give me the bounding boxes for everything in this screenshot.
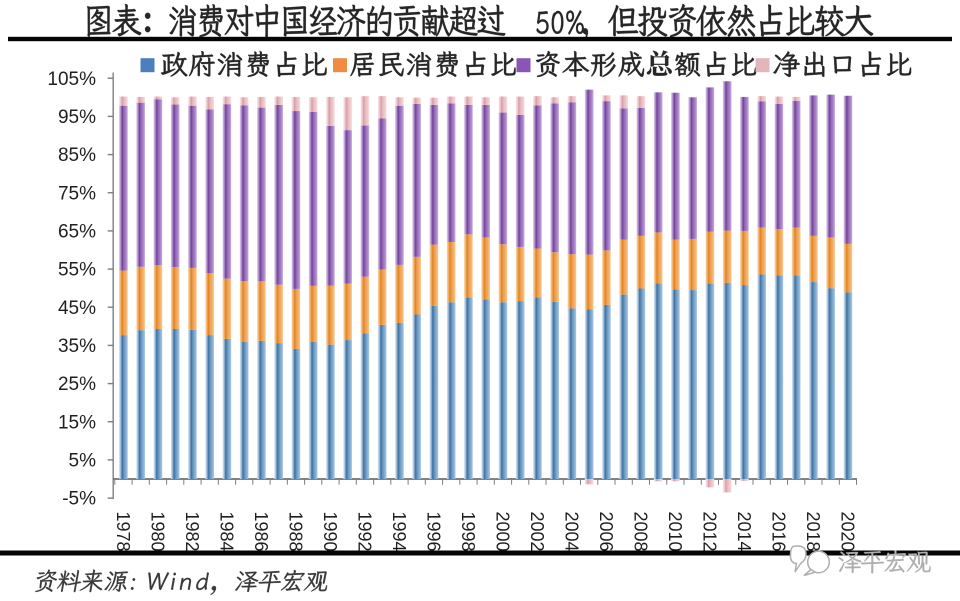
svg-text:5%: 5% — [69, 451, 97, 472]
svg-text:1988: 1988 — [286, 512, 306, 552]
svg-text:1996: 1996 — [424, 512, 444, 552]
svg-text:2000: 2000 — [493, 512, 513, 552]
svg-text:2010: 2010 — [665, 512, 685, 552]
svg-text:1990: 1990 — [320, 512, 340, 552]
svg-text:1980: 1980 — [148, 512, 168, 552]
svg-text:1978: 1978 — [113, 512, 133, 552]
svg-text:55%: 55% — [58, 260, 96, 281]
svg-text:95%: 95% — [58, 107, 96, 128]
svg-text:2016: 2016 — [769, 512, 789, 552]
svg-text:2002: 2002 — [527, 512, 547, 552]
svg-text:25%: 25% — [58, 374, 96, 395]
svg-text:45%: 45% — [58, 298, 96, 319]
svg-text:2012: 2012 — [700, 512, 720, 552]
svg-text:2008: 2008 — [631, 512, 651, 552]
svg-text:1992: 1992 — [355, 512, 375, 552]
svg-text:85%: 85% — [58, 145, 96, 166]
svg-text:2006: 2006 — [596, 512, 616, 552]
svg-text:1998: 1998 — [458, 512, 478, 552]
svg-text:1994: 1994 — [389, 512, 409, 552]
svg-text:1984: 1984 — [217, 512, 237, 552]
svg-text:1986: 1986 — [251, 512, 271, 552]
svg-text:35%: 35% — [58, 336, 96, 357]
svg-text:2020: 2020 — [838, 512, 858, 552]
svg-text:65%: 65% — [58, 222, 96, 243]
svg-text:105%: 105% — [47, 69, 96, 90]
svg-text:2014: 2014 — [734, 512, 754, 552]
svg-text:2018: 2018 — [803, 512, 823, 552]
svg-text:1982: 1982 — [182, 512, 202, 552]
svg-text:15%: 15% — [58, 412, 96, 433]
svg-text:-5%: -5% — [62, 489, 96, 510]
svg-text:75%: 75% — [58, 183, 96, 204]
svg-text:2004: 2004 — [562, 512, 582, 552]
